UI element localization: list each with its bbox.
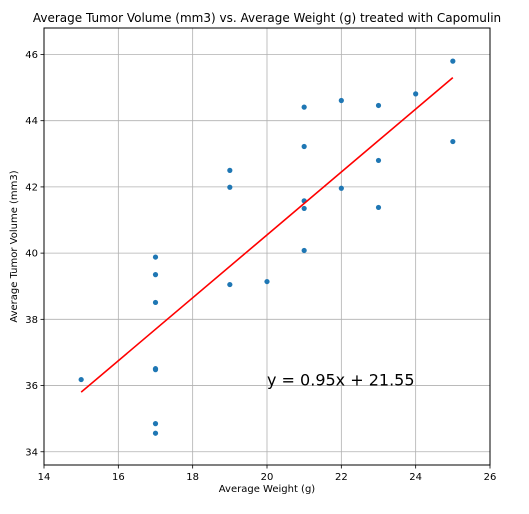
y-tick-label: 34 xyxy=(25,447,38,458)
data-point xyxy=(301,205,307,212)
y-tick-label: 40 xyxy=(25,249,38,260)
data-point xyxy=(338,185,344,191)
y-tick-label: 42 xyxy=(25,182,38,193)
data-point xyxy=(78,376,84,383)
grid xyxy=(43,28,491,465)
data-point xyxy=(152,430,159,436)
data-point xyxy=(152,367,159,373)
y-axis-label: Average Tumor Volume (mm3) xyxy=(9,170,20,322)
regression-line-group xyxy=(80,77,454,393)
plot-frame xyxy=(43,27,491,466)
data-point xyxy=(227,167,233,173)
data-point xyxy=(375,102,382,109)
data-point xyxy=(301,104,307,110)
x-tick-label: 18 xyxy=(186,472,199,483)
y-tick-label: 46 xyxy=(25,50,38,61)
data-points xyxy=(78,58,456,436)
data-point xyxy=(227,281,233,288)
regression-line xyxy=(80,77,454,393)
x-tick-label: 14 xyxy=(38,472,51,483)
x-tick-label: 20 xyxy=(261,472,274,483)
data-point xyxy=(375,157,382,164)
axis-ticks: 14 16 18 20 22 24 26 34 36 38 40 42 44 46 xyxy=(25,50,496,483)
data-point xyxy=(264,278,270,285)
x-tick-label: 26 xyxy=(484,472,497,483)
data-point xyxy=(152,272,159,278)
data-point xyxy=(227,184,233,190)
data-point xyxy=(450,138,456,145)
y-tick-label: 36 xyxy=(25,381,38,392)
data-point xyxy=(152,299,159,306)
x-tick-label: 24 xyxy=(409,472,422,483)
data-point xyxy=(375,204,382,211)
data-point xyxy=(301,247,307,254)
regression-equation: y = 0.95x + 21.55 xyxy=(267,371,415,390)
x-axis-label: Average Weight (g) xyxy=(219,484,316,495)
data-point xyxy=(301,143,307,150)
data-point xyxy=(338,97,344,104)
data-point xyxy=(152,421,159,427)
y-tick-label: 38 xyxy=(25,315,38,326)
data-point xyxy=(413,91,419,97)
data-point xyxy=(450,58,456,64)
chart-title: Average Tumor Volume (mm3) vs. Average W… xyxy=(33,11,501,25)
x-tick-label: 22 xyxy=(335,472,348,483)
x-tick-label: 16 xyxy=(112,472,125,483)
data-point xyxy=(152,254,159,260)
y-tick-label: 44 xyxy=(25,116,38,127)
